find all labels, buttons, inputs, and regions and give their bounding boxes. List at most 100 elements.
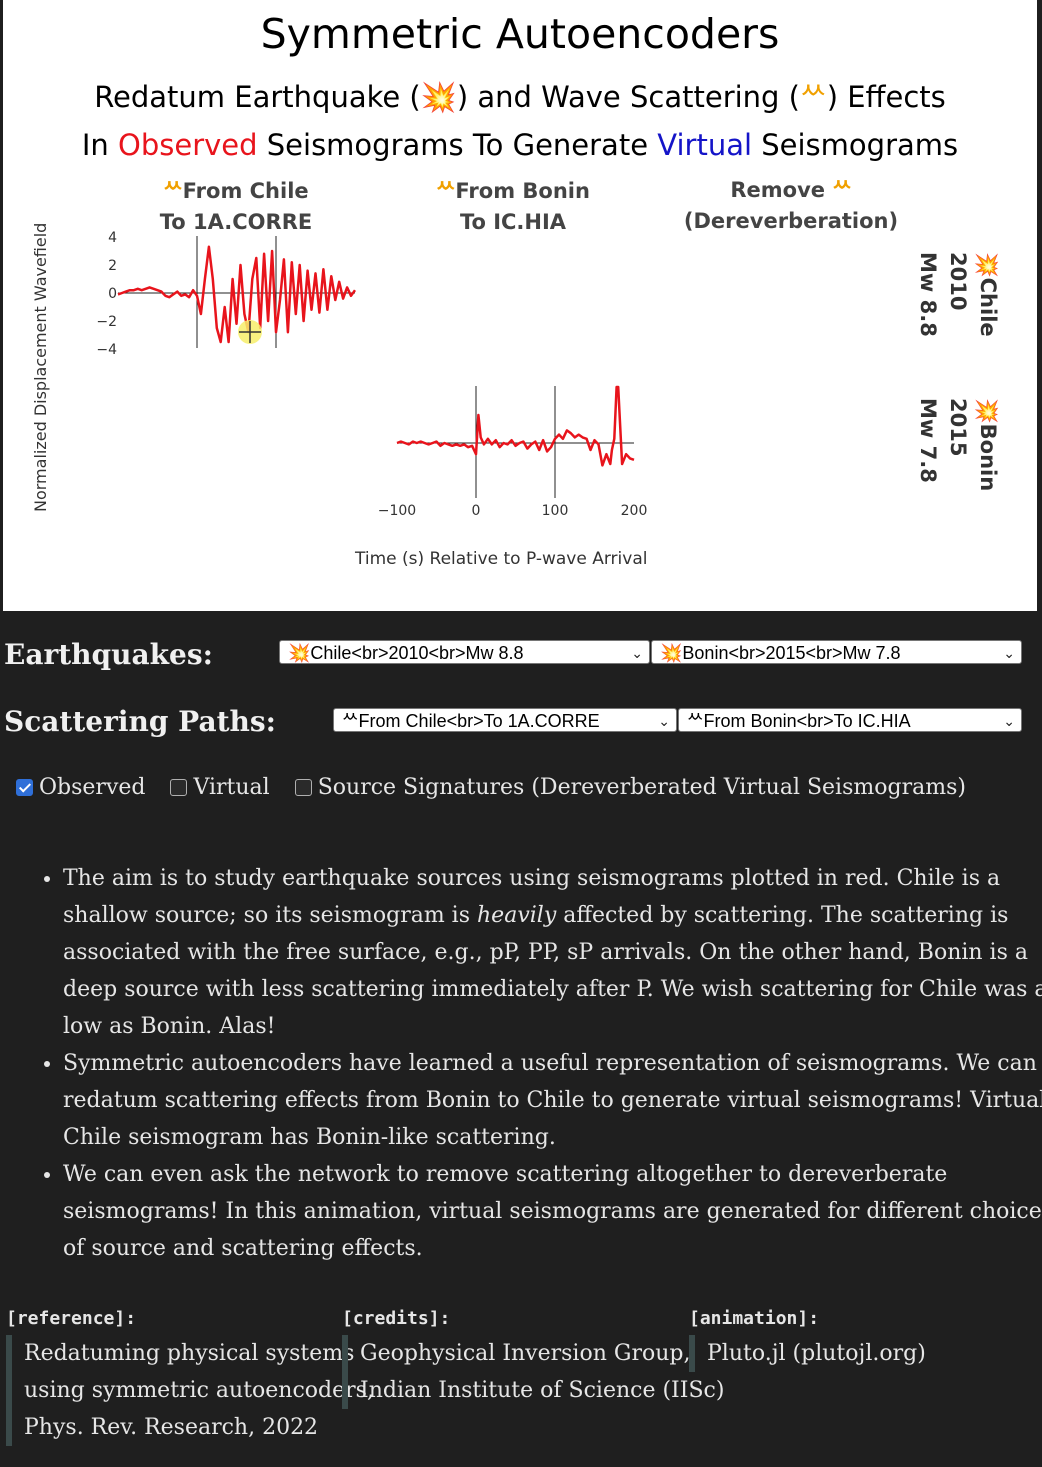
y-tick-label: 0 [108,286,117,302]
reference-line: Redatuming physical systems [24,1341,355,1366]
earthquake-icon: 💥 [976,398,1000,424]
figure-title: Symmetric Autoencoders [260,10,780,58]
earthquakes-label: Earthquakes: [4,638,213,671]
chevron-down-icon: ⌄ [658,713,670,729]
x-tick-labels: −100 0 100 200 [378,503,648,519]
row-label-name: Bonin [976,423,1000,492]
scattering-icon: ᄊ [800,80,827,114]
select-value: 💥Chile<br>2010<br>Mw 8.8 [288,643,524,663]
credits-heading: [credits]: [342,1308,451,1329]
column-header-line: From Chile [182,179,309,203]
scattering-select-1[interactable]: ᄊFrom Chile<br>To 1A.CORRE ⌄ [333,708,677,732]
row-label-bonin: 💥Bonin 2015 Mw 7.8 [913,398,1003,491]
select-value: 💥Bonin<br>2015<br>Mw 7.8 [660,643,901,663]
earthquake-icon: 💥 [976,252,1000,278]
scattering-icon: ᄊ [832,178,852,202]
bullet-emphasis: heavily [477,903,557,928]
row-label-year: 2015 [946,398,970,457]
seismogram-line-bonin [396,385,635,467]
footer-animation: [animation]: Pluto.jl (plutojl.org) [689,1308,926,1372]
seismogram-line-chile [117,245,357,344]
virtual-word: Virtual [657,128,753,162]
figure-subtitle-1: Redatum Earthquake (💥) and Wave Scatteri… [3,74,1037,116]
row-label-name: Chile [976,277,1000,337]
column-header-line: To 1A.CORRE [159,210,313,234]
earthquake-icon: 💥 [420,80,457,114]
footer-reference: [reference]: Redatuming physical systems… [6,1308,374,1446]
figure-subtitle-2: In Observed Seismograms To Generate Virt… [3,128,1037,162]
column-header-line: From Bonin [455,179,590,203]
row-label-magnitude: Mw 7.8 [916,398,940,483]
column-header-line: (Dereverberation) [683,209,899,233]
x-tick-label: 0 [472,503,481,519]
y-tick-label: 2 [108,258,117,274]
list-item: We can even ask the network to remove sc… [63,1156,1042,1267]
subtitle-text: ) Effects [826,80,946,114]
earthquake-select-1[interactable]: 💥Chile<br>2010<br>Mw 8.8 ⌄ [279,640,650,664]
list-item: Symmetric autoencoders have learned a us… [63,1045,1042,1156]
select-value: ᄊFrom Chile<br>To 1A.CORRE [342,711,600,731]
description-list: The aim is to study earthquake sources u… [20,860,1042,1267]
x-tick-label: 200 [621,503,648,519]
panel-chile [117,236,357,348]
cursor-crosshair-icon [238,320,262,344]
row-label-chile: 💥Chile 2010 Mw 8.8 [913,252,1003,337]
footer-credits: [credits]: Geophysical Inversion Group, … [342,1308,724,1409]
bullet-text: The aim is to study earthquake sources u… [63,866,1001,928]
chevron-down-icon: ⌄ [1003,713,1015,729]
scattering-paths-label: Scattering Paths: [4,705,277,738]
list-item: The aim is to study earthquake sources u… [63,860,1042,1045]
observed-checkbox[interactable]: Observed [16,775,145,800]
reference-heading: [reference]: [6,1308,137,1329]
reference-line: using symmetric autoencoders, [24,1378,374,1403]
x-tick-label: −100 [378,503,416,519]
y-tick-labels: 4 2 0 −2 −4 [96,230,117,358]
select-value: ᄊFrom Bonin<br>To IC.HIA [687,711,911,731]
subtitle-text: Seismograms To Generate [257,128,658,162]
column-header-line: To IC.HIA [459,210,567,234]
bullet-text: affected by scattering. The scattering i… [63,903,1042,1039]
earthquake-select-2[interactable]: 💥Bonin<br>2015<br>Mw 7.8 ⌄ [651,640,1022,664]
row-label-year: 2010 [946,252,970,311]
reference-body: Redatuming physical systems using symmet… [6,1335,374,1446]
subtitle-text: Redatum Earthquake ( [94,80,421,114]
virtual-checkbox[interactable]: Virtual [170,775,270,800]
scattering-icon: ᄊ [163,179,183,203]
y-tick-label: −2 [96,314,117,330]
animation-body: Pluto.jl (plutojl.org) [689,1335,926,1372]
subtitle-text: ) and Wave Scattering ( [456,80,800,114]
x-axis-label: Time (s) Relative to P-wave Arrival [355,549,648,569]
observed-word: Observed [118,128,258,162]
chevron-down-icon: ⌄ [631,645,643,661]
credits-line: Geophysical Inversion Group, [360,1341,691,1366]
y-tick-label: −4 [96,342,117,358]
subtitle-text: Seismograms [752,128,959,162]
y-tick-label: 4 [108,230,117,246]
scattering-select-2[interactable]: ᄊFrom Bonin<br>To IC.HIA ⌄ [678,708,1022,732]
animation-heading: [animation]: [689,1308,820,1329]
checkbox-box[interactable] [294,779,312,796]
display-options: Observed Virtual Source Signatures (Dere… [16,775,984,802]
column-header-remove: Remove ᄊ (Dereverberation) [681,175,901,237]
credits-line: Indian Institute of Science (IISc) [360,1378,725,1403]
reference-line: Phys. Rev. Research, 2022 [24,1415,319,1440]
chevron-down-icon: ⌄ [1003,645,1015,661]
checkbox-label: Observed [39,775,146,800]
scattering-icon: ᄊ [436,179,456,203]
x-tick-label: 100 [542,503,569,519]
animation-line: Pluto.jl (plutojl.org) [707,1341,926,1366]
checkbox-box[interactable] [16,779,33,796]
seismogram-plots[interactable]: 4 2 0 −2 −4 −100 0 100 200 [3,0,1037,611]
row-label-magnitude: Mw 8.8 [916,252,940,337]
credits-body: Geophysical Inversion Group, Indian Inst… [342,1335,724,1409]
subtitle-text: In [81,128,119,162]
source-signatures-checkbox[interactable]: Source Signatures (Dereverberated Virtua… [294,775,966,800]
column-header-line: Remove [730,178,825,202]
column-header-bonin-path: ᄊFrom Bonin To IC.HIA [433,176,593,238]
seismogram-figure: Symmetric Autoencoders Redatum Earthquak… [3,0,1037,611]
column-header-chile-path: ᄊFrom Chile To 1A.CORRE [156,176,316,238]
checkbox-box[interactable] [170,779,188,796]
checkbox-label: Virtual [193,775,270,800]
checkbox-label: Source Signatures (Dereverberated Virtua… [317,775,966,800]
panel-bonin [396,385,635,498]
